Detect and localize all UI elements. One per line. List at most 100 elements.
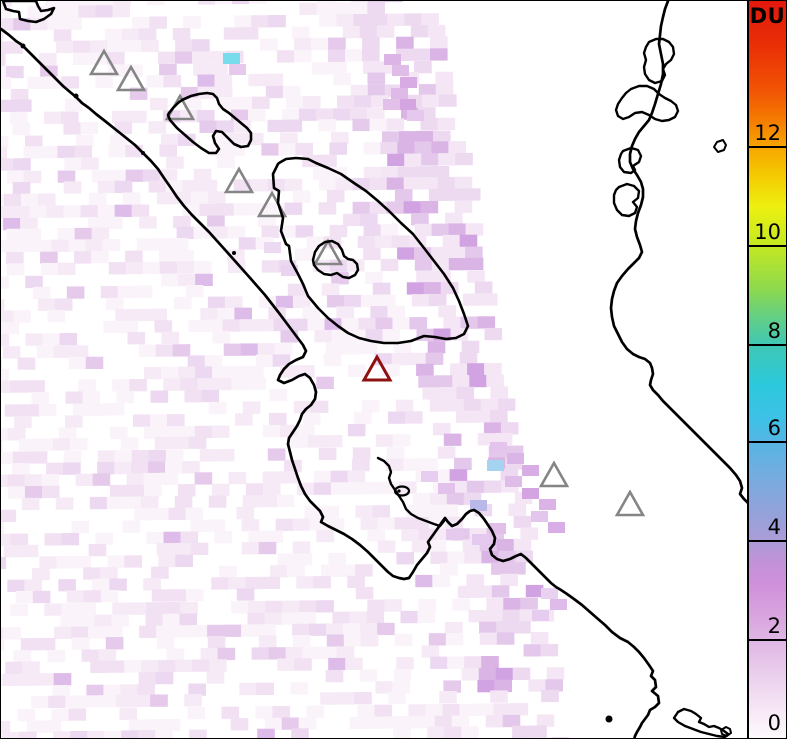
- so2-data-pixel: [171, 436, 190, 450]
- so2-data-pixel: [261, 143, 279, 156]
- so2-data-pixel: [396, 657, 414, 670]
- so2-data-pixel: [91, 170, 110, 183]
- so2-data-pixel: [228, 471, 247, 485]
- so2-data-pixel: [1, 721, 11, 734]
- so2-data-pixel: [448, 258, 467, 271]
- so2-data-pixel: [107, 40, 125, 53]
- so2-data-pixel: [382, 131, 400, 144]
- so2-data-pixel: [52, 438, 71, 451]
- so2-data-pixel: [435, 71, 454, 84]
- so2-data-pixel: [199, 203, 218, 216]
- so2-data-pixel: [20, 217, 38, 230]
- so2-data-pixel: [417, 715, 436, 729]
- so2-data-pixel: [380, 258, 399, 272]
- so2-data-pixel: [61, 533, 80, 546]
- so2-data-pixel: [385, 1, 403, 3]
- so2-data-pixel: [375, 317, 394, 330]
- so2-data-pixel: [174, 495, 193, 509]
- so2-data-pixel: [74, 227, 93, 241]
- so2-data-pixel: [1, 368, 9, 382]
- so2-data-pixel: [465, 246, 483, 259]
- so2-data-pixel: [128, 719, 147, 732]
- so2-data-pixel: [491, 585, 510, 598]
- so2-data-pixel: [163, 531, 182, 544]
- so2-data-pixel: [449, 469, 468, 482]
- so2-data-pixel: [2, 346, 21, 359]
- so2-data-pixel: [396, 36, 414, 49]
- so2-data-pixel: [54, 298, 73, 311]
- so2-data-pixel: [42, 333, 61, 346]
- so2-data-pixel: [97, 462, 115, 475]
- so2-data-pixel: [207, 624, 225, 638]
- so2-data-pixel: [459, 703, 478, 716]
- so2-data-pixel: [32, 286, 51, 300]
- so2-data-pixel: [500, 573, 518, 587]
- so2-data-pixel: [529, 725, 547, 738]
- so2-data-pixel: [25, 275, 43, 289]
- so2-data-pixel: [500, 422, 519, 435]
- so2-data-pixel: [36, 345, 55, 359]
- so2-data-pixel: [195, 273, 213, 286]
- so2-data-pixel: [428, 539, 447, 553]
- so2-data-pixel: [342, 342, 361, 355]
- so2-data-pixel: [151, 589, 170, 602]
- so2-data-pixel: [74, 145, 92, 158]
- so2-data-pixel: [34, 239, 53, 253]
- so2-accent-pixel: [281, 265, 298, 276]
- so2-data-pixel: [199, 449, 218, 462]
- so2-data-pixel: [149, 16, 167, 29]
- so2-data-pixel: [541, 689, 559, 703]
- so2-data-pixel: [39, 556, 57, 569]
- so2-data-pixel: [255, 706, 274, 719]
- so2-data-pixel: [440, 563, 458, 576]
- so2-data-pixel: [313, 482, 332, 495]
- so2-data-pixel: [53, 29, 72, 42]
- so2-data-pixel: [143, 578, 161, 591]
- coastline-islet-east: [713, 139, 727, 153]
- so2-data-pixel: [417, 610, 436, 623]
- so2-data-pixel: [147, 1, 165, 6]
- so2-data-pixel: [268, 15, 286, 28]
- so2-data-pixel: [422, 94, 440, 107]
- so2-data-pixel: [377, 294, 396, 307]
- so2-data-pixel: [313, 470, 332, 484]
- so2-data-pixel: [486, 374, 504, 387]
- so2-data-pixel: [38, 404, 57, 417]
- so2-data-pixel: [165, 180, 184, 193]
- so2-data-pixel: [421, 645, 440, 658]
- so2-data-pixel: [163, 378, 181, 391]
- so2-data-pixel: [13, 650, 32, 663]
- so2-data-pixel: [65, 415, 83, 428]
- so2-data-pixel: [65, 695, 83, 708]
- so2-data-pixel: [484, 327, 503, 341]
- so2-data-pixel: [73, 555, 91, 569]
- so2-data-pixel: [437, 117, 456, 131]
- so2-data-pixel: [154, 437, 173, 450]
- so2-data-pixel: [393, 341, 412, 354]
- so2-data-pixel: [37, 298, 56, 311]
- so2-data-pixel: [241, 624, 259, 637]
- so2-data-pixel: [421, 153, 439, 166]
- so2-data-pixel: [6, 228, 25, 241]
- so2-data-pixel: [474, 281, 493, 294]
- so2-data-pixel: [450, 363, 468, 376]
- so2-data-pixel: [261, 225, 280, 238]
- so2-data-pixel: [354, 411, 372, 425]
- so2-data-pixel: [329, 62, 347, 75]
- colorbar-tick-label: 0: [767, 711, 781, 735]
- so2-data-pixel: [51, 239, 70, 252]
- so2-data-pixel: [264, 612, 283, 625]
- so2-data-pixel: [120, 684, 138, 697]
- so2-data-pixel: [473, 410, 491, 423]
- so2-data-pixel: [241, 519, 260, 532]
- so2-data-pixel: [422, 387, 441, 400]
- so2-data-pixel: [386, 447, 405, 460]
- so2-data-pixel: [319, 14, 337, 27]
- colorbar-tick-line: [749, 245, 786, 247]
- so2-data-pixel: [316, 529, 335, 543]
- so2-data-pixel: [88, 543, 107, 557]
- so2-data-pixel: [143, 472, 162, 486]
- so2-data-pixel: [1, 41, 6, 54]
- so2-data-pixel: [151, 566, 169, 579]
- so2-data-pixel: [278, 143, 296, 156]
